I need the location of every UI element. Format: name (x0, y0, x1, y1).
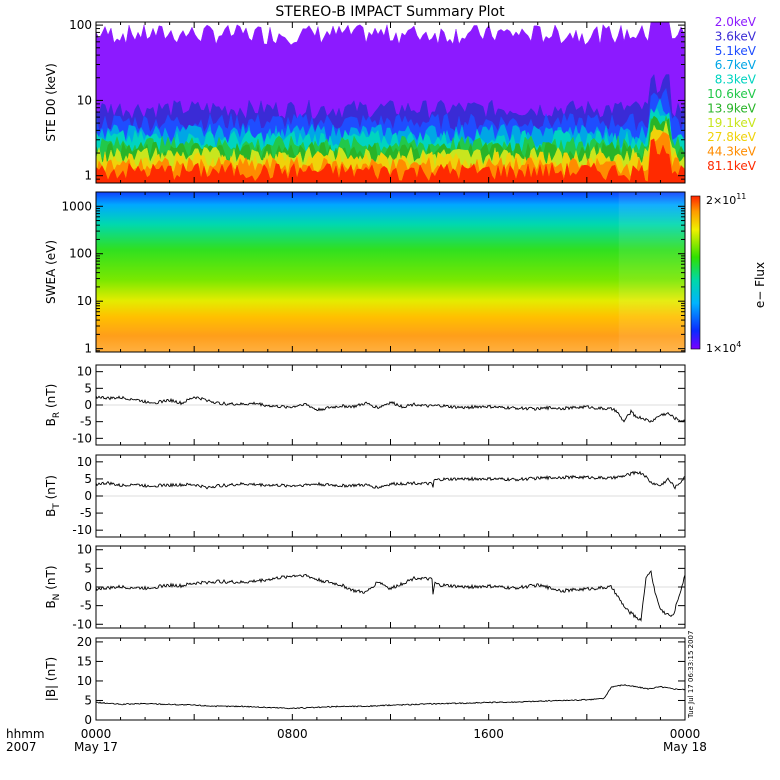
colorbar-max-label: 2×1011 (706, 192, 746, 207)
colorbar-scale (690, 195, 701, 350)
ste-legend: 2.0keV3.6keV5.1keV6.7keV8.3keV10.6keV13.… (707, 15, 757, 173)
bmag-ytick-label-2: 10 (77, 674, 92, 688)
swea-ytick-label-2: 100 (69, 247, 92, 261)
timestamp-label: Tue Jul 17 06:33:15 2007 (687, 631, 695, 719)
br-ytick-label-2: 0 (84, 398, 92, 412)
bt-ylabel-sub: T (52, 503, 62, 510)
br-ytick-label-1: -5 (80, 415, 92, 429)
bmag-ytick-label-4: 20 (77, 635, 92, 649)
colorbar-max-base: 2×10 (706, 194, 736, 207)
time-year-label: 2007 (6, 740, 37, 754)
br-ytick-label-0: -10 (72, 431, 92, 445)
bt-ylabel-unit: (nT) (44, 475, 58, 503)
bmag-frame (95, 637, 686, 721)
legend-entry-7: 19.1keV (707, 116, 757, 130)
swea-ytick-label-3: 1000 (61, 199, 92, 213)
legend-entry-2: 5.1keV (715, 44, 757, 58)
bmag-trace (95, 684, 686, 710)
legend-entry-9: 44.3keV (707, 145, 757, 159)
bn-ylabel-main: B (44, 600, 58, 608)
time-row-label: hhmm (6, 727, 45, 741)
br-trace (95, 395, 686, 423)
colorbar-min-exp: 4 (736, 340, 741, 349)
time-tick-label-0: 0000 (81, 727, 112, 741)
bt-ylabel-main: B (44, 509, 58, 517)
legend-entry-1: 3.6keV (715, 29, 757, 43)
swea-late-shade (618, 192, 685, 352)
colorbar-max-exp: 11 (736, 192, 746, 201)
bn-ylabel: BN (nT) (44, 565, 62, 608)
colorbar-min-label: 1×104 (706, 340, 741, 355)
legend-entry-10: 81.1keV (707, 159, 757, 173)
panel-br: -10 -5 0 5 10 BR (nT) (44, 364, 686, 446)
swea-spectrogram (96, 192, 685, 352)
bt-ytick-label-0: -10 (72, 523, 92, 537)
colorbar-min-base: 1×10 (706, 342, 736, 355)
bn-ytick-label-0: -10 (72, 617, 92, 631)
plot-title: STEREO-B IMPACT Summary Plot (275, 4, 505, 20)
bn-ytick-label-1: -5 (80, 599, 92, 613)
bn-trace (95, 570, 686, 622)
swea-ytick-label-1: 10 (77, 294, 92, 308)
bmag-ytick-label-0: 0 (84, 713, 92, 727)
legend-entry-6: 13.9keV (707, 101, 757, 115)
br-ylabel: BR (nT) (44, 384, 62, 427)
ste-ylabel: STE D0 (keV) (44, 63, 58, 142)
time-tick-label-3: 0000 (670, 727, 701, 741)
bmag-ytick-label-3: 15 (77, 654, 92, 668)
bt-trace (95, 470, 686, 490)
colorbar-label: e− Flux (753, 262, 767, 308)
br-ytick-label-3: 5 (84, 381, 92, 395)
time-tick-date-0: May 17 (74, 740, 118, 754)
legend-entry-3: 6.7keV (715, 58, 757, 72)
bn-ytick-label-2: 0 (84, 580, 92, 594)
panel-ste: 1 10 100 STE D0 (keV) (44, 18, 686, 184)
swea-ylabel: SWEA (eV) (44, 240, 58, 304)
legend-entry-8: 27.8keV (707, 130, 757, 144)
panel-bmag: 0 5 10 15 20 |B| (nT) (44, 635, 686, 727)
panel-swea: 1 10 100 1000 SWEA (eV) (44, 191, 686, 356)
bmag-ytick-label-1: 5 (84, 693, 92, 707)
bn-ylabel-sub: N (52, 594, 62, 601)
br-ytick-label-4: 10 (77, 365, 92, 379)
br-ylabel-main: B (44, 418, 58, 426)
bt-ytick-label-3: 5 (84, 472, 92, 486)
bn-ylabel-unit: (nT) (44, 565, 58, 593)
ste-ytick-label-1: 10 (77, 93, 92, 107)
panel-bt: -10 -5 0 5 10 BT (nT) (44, 454, 686, 538)
time-tick-label-2: 1600 (473, 727, 504, 741)
legend-entry-4: 8.3keV (715, 73, 757, 87)
time-tick-date-3: May 18 (663, 740, 707, 754)
bt-ytick-label-2: 0 (84, 489, 92, 503)
legend-entry-5: 10.6keV (707, 87, 757, 101)
bn-ytick-label-4: 10 (77, 543, 92, 557)
bn-ytick-label-3: 5 (84, 561, 92, 575)
swea-colorbar: 2×1011 1×104 e− Flux (690, 192, 767, 355)
br-ylabel-unit: (nT) (44, 384, 58, 412)
legend-entry-0: 2.0keV (715, 15, 757, 29)
ste-ytick-label-2: 100 (69, 18, 92, 32)
ste-ytick-label-0: 1 (84, 169, 92, 183)
time-tick-label-1: 0800 (277, 727, 308, 741)
swea-ytick-label-0: 1 (84, 342, 92, 356)
bt-ytick-label-1: -5 (80, 506, 92, 520)
panel-bn: -10 -5 0 5 10 BN (nT) (44, 543, 686, 631)
bmag-ylabel: |B| (nT) (44, 657, 58, 701)
bt-ylabel: BT (nT) (44, 475, 62, 517)
bt-ytick-label-4: 10 (77, 455, 92, 469)
ste-series-10 (95, 138, 686, 184)
br-ylabel-sub: R (52, 412, 62, 418)
